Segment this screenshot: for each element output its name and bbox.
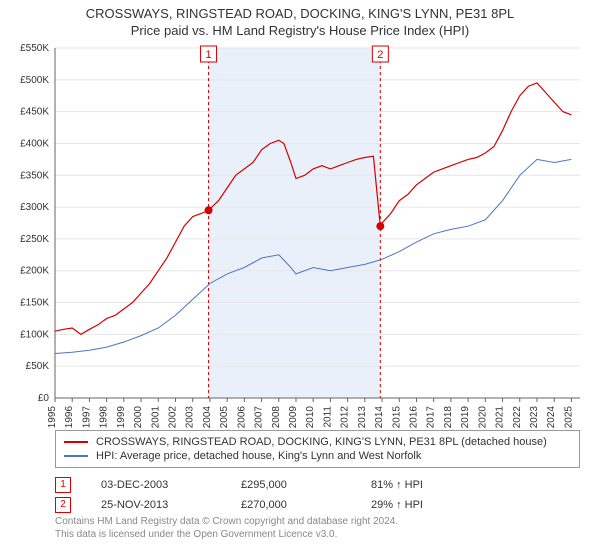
- svg-text:2007: 2007: [254, 406, 265, 429]
- svg-text:2015: 2015: [391, 406, 402, 429]
- svg-text:2013: 2013: [357, 406, 368, 429]
- chart-plot-area: £0£50K£100K£150K£200K£250K£300K£350K£400…: [55, 48, 580, 398]
- sale-price-2: £270,000: [241, 499, 341, 511]
- title-line-2: Price paid vs. HM Land Registry's House …: [0, 23, 600, 40]
- chart-svg: £0£50K£100K£150K£200K£250K£300K£350K£400…: [55, 48, 580, 398]
- svg-text:2016: 2016: [408, 406, 419, 429]
- sale-marker-2: 2: [55, 497, 71, 513]
- title-line-1: CROSSWAYS, RINGSTEAD ROAD, DOCKING, KING…: [0, 6, 600, 23]
- svg-text:1997: 1997: [81, 406, 92, 429]
- svg-text:2004: 2004: [202, 406, 213, 429]
- sale-price-1: £295,000: [241, 479, 341, 491]
- svg-text:2002: 2002: [167, 406, 178, 429]
- svg-text:2023: 2023: [529, 406, 540, 429]
- svg-text:£250K: £250K: [20, 234, 49, 245]
- legend-item-hpi: HPI: Average price, detached house, King…: [64, 449, 571, 463]
- svg-text:1995: 1995: [47, 406, 58, 429]
- svg-text:£0: £0: [38, 393, 50, 404]
- svg-text:2022: 2022: [512, 406, 523, 429]
- svg-text:£300K: £300K: [20, 202, 49, 213]
- svg-text:2003: 2003: [185, 406, 196, 429]
- footer-line-1: Contains HM Land Registry data © Crown c…: [55, 515, 580, 528]
- sale-row-2: 2 25-NOV-2013 £270,000 29% ↑ HPI: [55, 495, 580, 515]
- svg-text:2001: 2001: [150, 406, 161, 429]
- svg-text:2024: 2024: [546, 406, 557, 429]
- svg-text:£400K: £400K: [20, 138, 49, 149]
- sale-pct-2: 29% ↑ HPI: [371, 499, 491, 511]
- svg-text:2: 2: [377, 49, 383, 61]
- svg-text:£50K: £50K: [26, 361, 50, 372]
- sale-pct-1: 81% ↑ HPI: [371, 479, 491, 491]
- svg-text:1999: 1999: [116, 406, 127, 429]
- legend-label-hpi: HPI: Average price, detached house, King…: [96, 450, 421, 462]
- legend-label-property: CROSSWAYS, RINGSTEAD ROAD, DOCKING, KING…: [96, 436, 547, 448]
- chart-container: CROSSWAYS, RINGSTEAD ROAD, DOCKING, KING…: [0, 0, 600, 560]
- chart-title: CROSSWAYS, RINGSTEAD ROAD, DOCKING, KING…: [0, 0, 600, 40]
- sales-table: 1 03-DEC-2003 £295,000 81% ↑ HPI 2 25-NO…: [55, 475, 580, 515]
- svg-text:2012: 2012: [340, 406, 351, 429]
- footer-attribution: Contains HM Land Registry data © Crown c…: [55, 515, 580, 541]
- svg-text:2006: 2006: [236, 406, 247, 429]
- legend: CROSSWAYS, RINGSTEAD ROAD, DOCKING, KING…: [55, 430, 580, 468]
- svg-text:2011: 2011: [322, 406, 333, 428]
- svg-text:£200K: £200K: [20, 266, 49, 277]
- svg-text:2014: 2014: [374, 406, 385, 429]
- sale-row-1: 1 03-DEC-2003 £295,000 81% ↑ HPI: [55, 475, 580, 495]
- legend-swatch-property: [64, 441, 88, 443]
- svg-text:1996: 1996: [64, 406, 75, 429]
- svg-text:2009: 2009: [288, 406, 299, 429]
- sale-date-2: 25-NOV-2013: [101, 499, 211, 511]
- svg-text:2017: 2017: [426, 406, 437, 429]
- svg-text:1: 1: [205, 49, 211, 61]
- sale-marker-1: 1: [55, 477, 71, 493]
- svg-text:2008: 2008: [271, 406, 282, 429]
- sale-date-1: 03-DEC-2003: [101, 479, 211, 491]
- svg-text:£450K: £450K: [20, 107, 49, 118]
- svg-text:£550K: £550K: [20, 43, 49, 54]
- svg-text:£150K: £150K: [20, 298, 49, 309]
- svg-text:2010: 2010: [305, 406, 316, 429]
- legend-swatch-hpi: [64, 455, 88, 457]
- svg-text:2019: 2019: [460, 406, 471, 429]
- svg-text:2020: 2020: [477, 406, 488, 429]
- svg-text:2005: 2005: [219, 406, 230, 429]
- svg-text:2021: 2021: [495, 406, 506, 429]
- footer-line-2: This data is licensed under the Open Gov…: [55, 528, 580, 541]
- svg-text:2018: 2018: [443, 406, 454, 429]
- svg-text:£350K: £350K: [20, 170, 49, 181]
- svg-text:£500K: £500K: [20, 75, 49, 86]
- svg-text:2000: 2000: [133, 406, 144, 429]
- svg-text:2025: 2025: [563, 406, 574, 429]
- svg-text:£100K: £100K: [20, 329, 49, 340]
- legend-item-property: CROSSWAYS, RINGSTEAD ROAD, DOCKING, KING…: [64, 435, 571, 449]
- svg-text:1998: 1998: [99, 406, 110, 429]
